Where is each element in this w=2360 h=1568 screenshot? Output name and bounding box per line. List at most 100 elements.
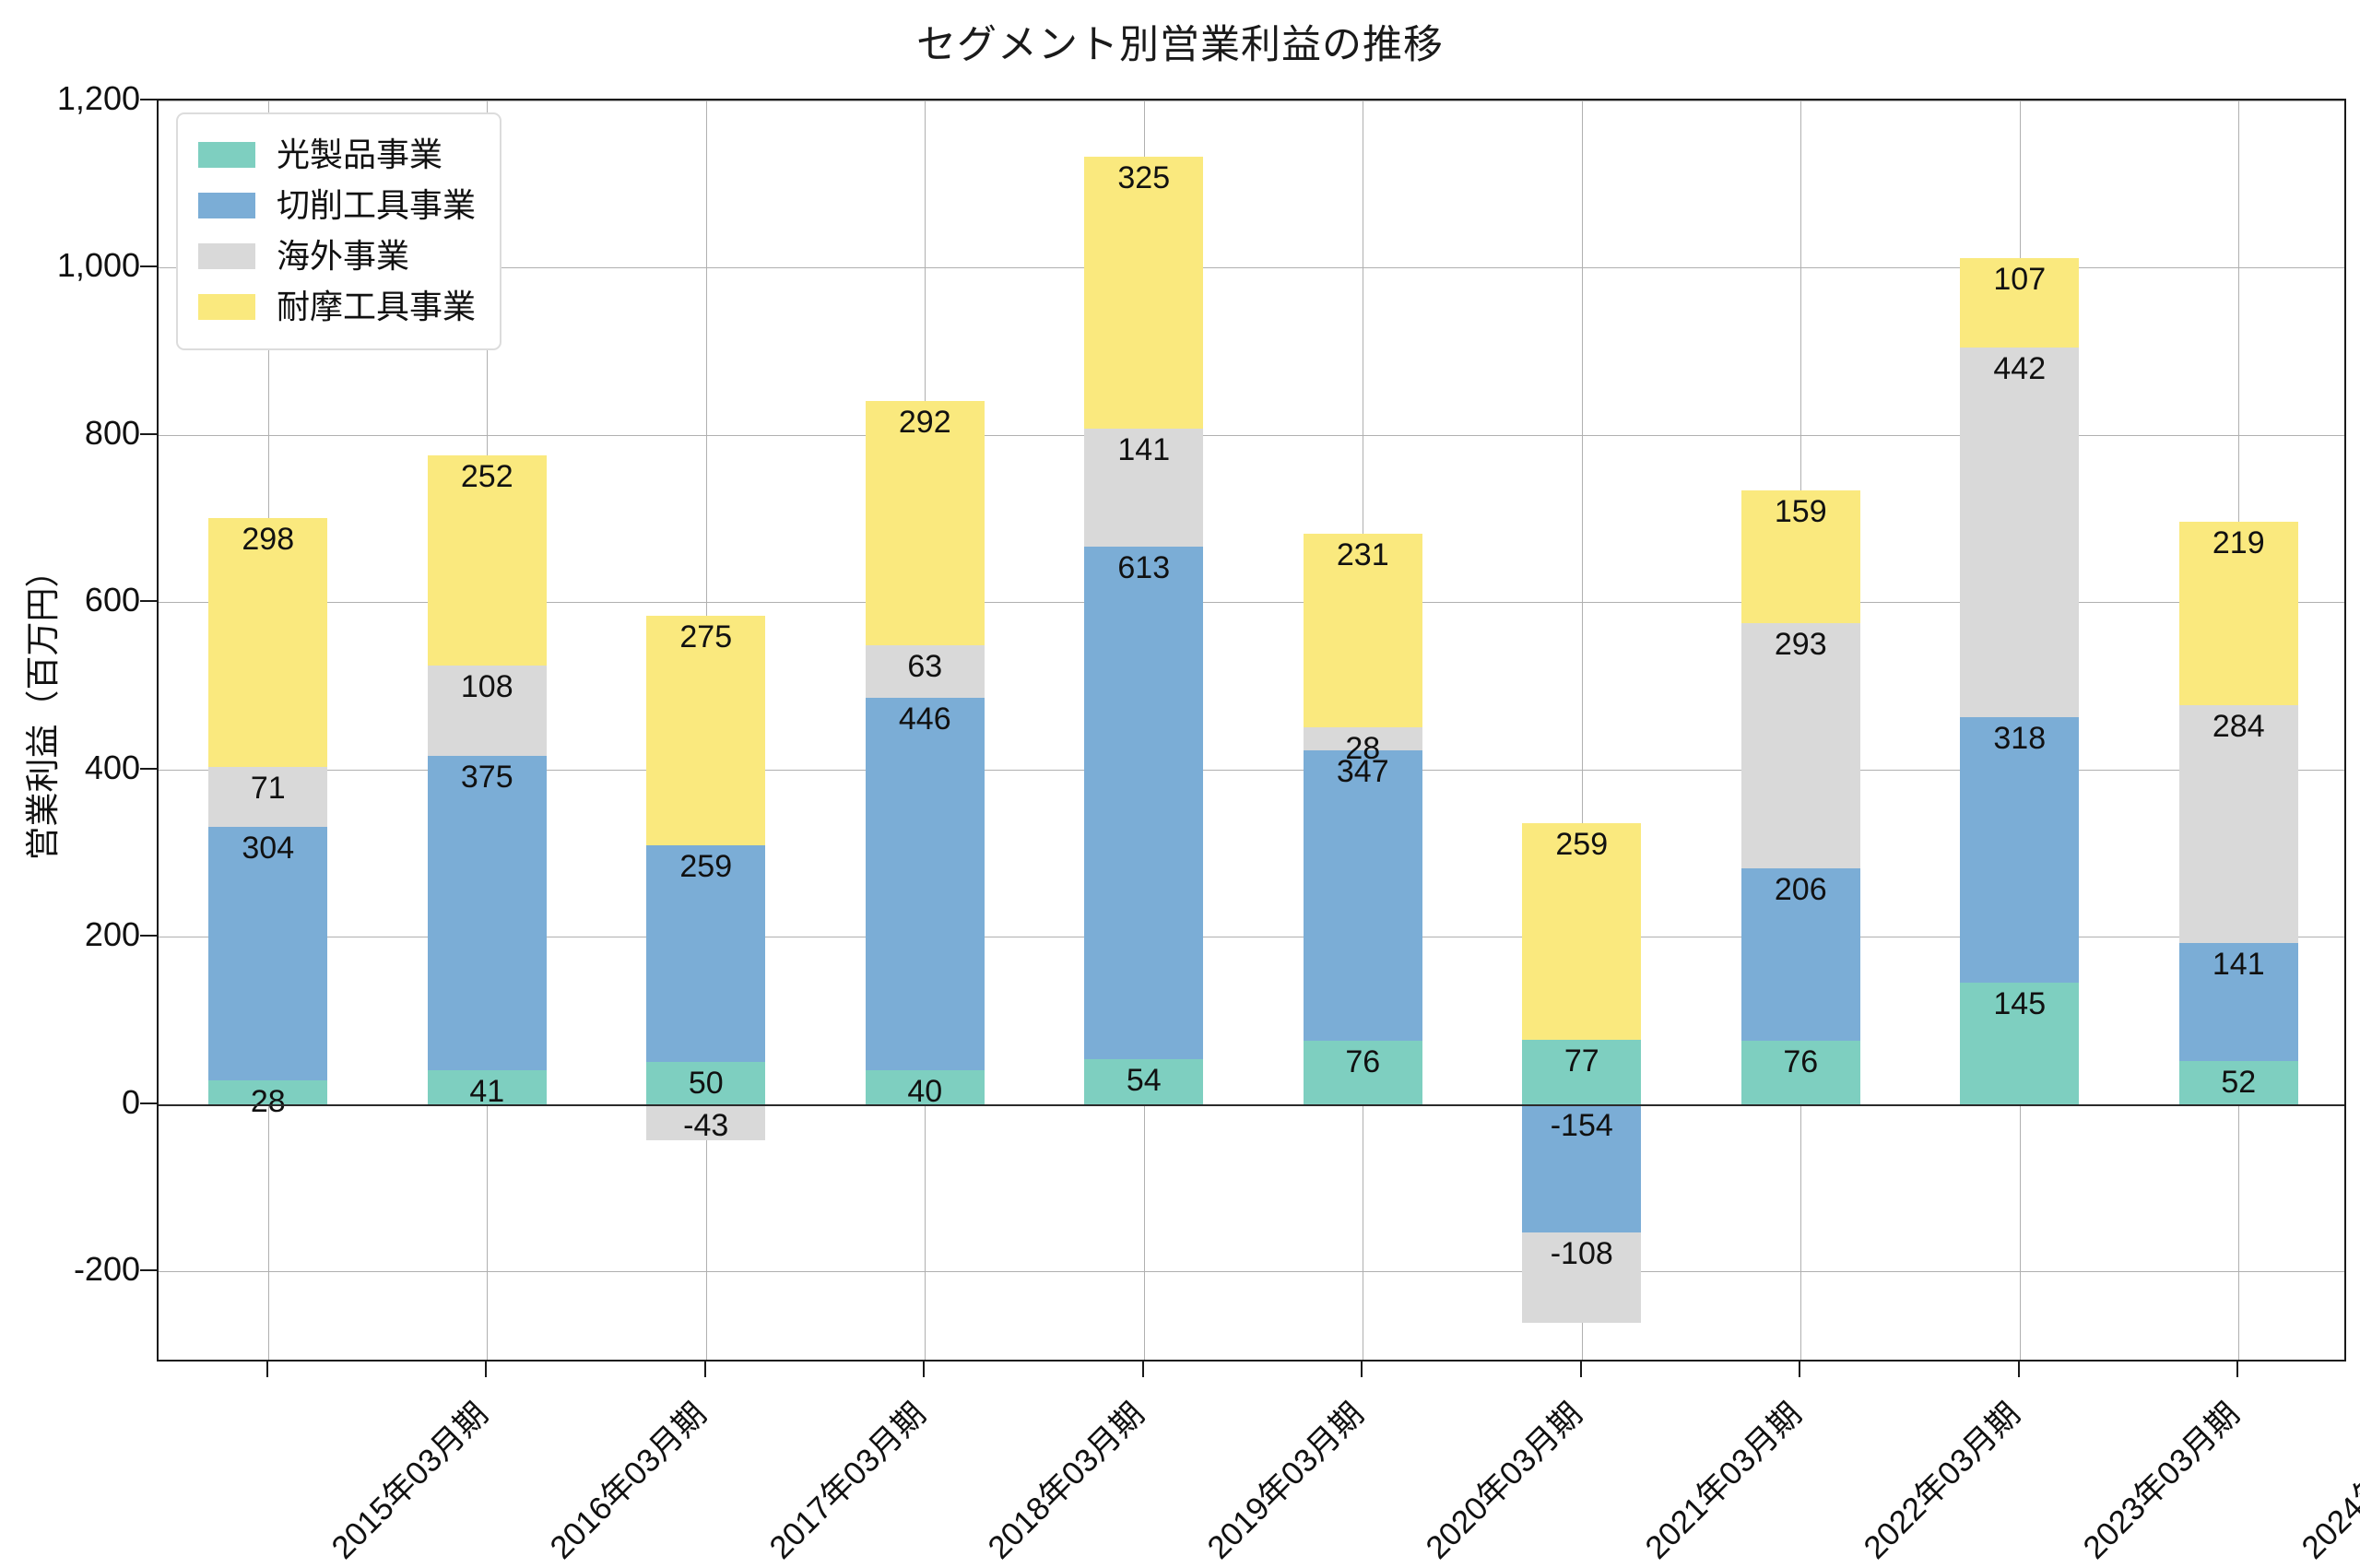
bar-value-label: 141 (2212, 946, 2265, 982)
bar-segment[interactable]: 347 (1303, 749, 1422, 1041)
bar-segment[interactable]: 259 (1522, 822, 1642, 1040)
x-axis-tick-mark (703, 1362, 706, 1377)
bar-segment[interactable]: 252 (427, 454, 547, 666)
bar-segment[interactable]: 50 (646, 1062, 766, 1104)
legend-item[interactable]: 切削工具事業 (198, 180, 476, 230)
bar-segment[interactable]: 318 (1960, 716, 2080, 984)
bar-segment[interactable]: 446 (865, 697, 985, 1071)
gridline-vertical (1581, 100, 1583, 1360)
x-axis-tick-mark (1579, 1362, 1582, 1377)
bar-value-label: 219 (2212, 525, 2265, 561)
bar-value-label: 304 (242, 830, 295, 866)
y-axis-label: 営業利益（百万円） (24, 553, 62, 861)
bar-segment[interactable]: 145 (1960, 983, 2080, 1104)
bar-value-label: 325 (1117, 159, 1171, 195)
bar-segment[interactable]: 40 (865, 1070, 985, 1109)
bar-segment[interactable]: 442 (1960, 347, 2080, 717)
x-axis-tick-mark (485, 1362, 488, 1377)
bar-segment[interactable]: 375 (427, 756, 547, 1070)
legend-item-label: 光製品事業 (277, 135, 443, 173)
bar-segment[interactable]: 325 (1084, 156, 1204, 429)
bar-value-label: 293 (1774, 627, 1827, 663)
page-title: セグメント別営業利益の推移 (916, 23, 1444, 67)
bar-segment[interactable]: 107 (1960, 257, 2080, 348)
bar-segment[interactable]: 284 (2178, 704, 2298, 943)
bar-segment[interactable]: 76 (1740, 1040, 1860, 1104)
bar-value-label: 52 (2221, 1064, 2257, 1100)
legend-swatch-icon (198, 242, 255, 269)
bar-value-label: 292 (898, 404, 951, 440)
legend-item[interactable]: 光製品事業 (198, 129, 476, 180)
bar-segment[interactable]: 108 (427, 666, 547, 757)
legend-item[interactable]: 海外事業 (198, 230, 476, 281)
bar-value-label: 275 (679, 619, 733, 654)
bar-value-label: 71 (250, 771, 286, 807)
x-axis-tick-mark (266, 1362, 268, 1377)
bar-value-label: 442 (1993, 350, 2047, 386)
zero-baseline (159, 1103, 2344, 1106)
bar-segment[interactable]: 76 (1303, 1040, 1422, 1104)
x-axis-tick-mark (1141, 1362, 1144, 1377)
bar-segment[interactable]: 141 (2178, 942, 2298, 1061)
gridline-horizontal (159, 434, 2344, 436)
bar-value-label: 108 (460, 669, 513, 705)
y-axis-tick-mark (140, 935, 157, 937)
bar-segment[interactable]: 159 (1740, 489, 1860, 624)
bar-segment[interactable]: 54 (1084, 1058, 1204, 1104)
y-axis-tick-mark (140, 1102, 157, 1104)
bar-segment[interactable]: 206 (1740, 867, 1860, 1041)
bar-value-label: -43 (683, 1107, 729, 1143)
bar-value-label: 613 (1117, 549, 1171, 585)
bar-segment[interactable]: 292 (865, 400, 985, 645)
x-axis-tick-mark (923, 1362, 926, 1377)
bar-segment[interactable]: -108 (1522, 1232, 1642, 1324)
x-axis-tick-label: 2020年03月期 (1419, 1396, 1589, 1566)
bar-segment[interactable]: 259 (646, 845, 766, 1063)
bar-segment[interactable]: 52 (2178, 1060, 2298, 1104)
y-axis-tick-label: 1,000 (56, 246, 140, 285)
bar-value-label: 259 (679, 849, 733, 885)
bar-value-label: 252 (460, 458, 513, 494)
bar-value-label: 77 (1564, 1043, 1599, 1079)
x-axis-tick-label: 2016年03月期 (543, 1396, 714, 1566)
bar-segment[interactable]: 71 (208, 767, 328, 827)
bar-segment[interactable]: -154 (1522, 1103, 1642, 1233)
bar-segment[interactable]: 77 (1522, 1039, 1642, 1104)
y-axis-tick-label: 600 (84, 581, 140, 619)
bar-value-label: 63 (907, 648, 943, 684)
legend-item-label: 切削工具事業 (277, 185, 477, 224)
bar-segment[interactable]: 63 (865, 644, 985, 698)
bar-value-label: 76 (1783, 1043, 1819, 1079)
y-axis-tick-label: 1,200 (56, 79, 140, 117)
bar-segment[interactable]: 304 (208, 826, 328, 1081)
bar-segment[interactable]: 219 (2178, 522, 2298, 705)
y-axis-tick-label: 400 (84, 748, 140, 786)
y-axis-tick-mark (140, 99, 157, 100)
x-axis-tick-label: 2021年03月期 (1638, 1396, 1809, 1566)
bar-value-label: 141 (1117, 431, 1171, 467)
y-axis-tick-label: 200 (84, 915, 140, 954)
gridline-horizontal (159, 1271, 2344, 1273)
bar-value-label: 107 (1993, 261, 2047, 297)
legend-item[interactable]: 耐摩工具事業 (198, 281, 476, 332)
bar-segment[interactable]: 141 (1084, 428, 1204, 547)
y-axis-tick-mark (140, 432, 157, 435)
bar-segment[interactable]: -43 (646, 1103, 766, 1143)
bar-value-label: 50 (688, 1066, 724, 1102)
bar-segment[interactable]: 231 (1303, 533, 1422, 727)
x-axis-tick-label: 2015年03月期 (324, 1396, 495, 1566)
gridline-horizontal (159, 602, 2344, 604)
bar-segment[interactable]: 613 (1084, 546, 1204, 1059)
bar-value-label: 231 (1336, 536, 1389, 572)
bar-value-label: -154 (1550, 1107, 1613, 1143)
bar-segment[interactable]: 275 (646, 615, 766, 846)
x-axis-tick-mark (1361, 1362, 1363, 1377)
bar-segment[interactable]: 28 (1303, 726, 1422, 766)
bar-segment[interactable]: 28 (208, 1080, 328, 1119)
bar-segment[interactable]: 298 (208, 517, 328, 768)
y-axis-tick-label: -200 (73, 1250, 140, 1289)
bar-segment[interactable]: 41 (427, 1069, 547, 1109)
gridline-horizontal (159, 267, 2344, 269)
bar-value-label: 347 (1336, 753, 1389, 789)
bar-segment[interactable]: 293 (1740, 623, 1860, 868)
